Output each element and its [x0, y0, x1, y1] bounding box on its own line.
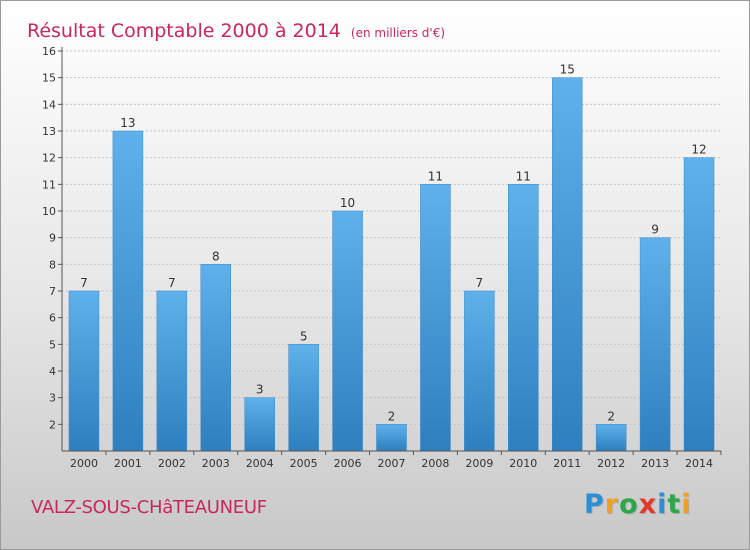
bar: [200, 264, 232, 452]
chart-title: Résultat Comptable 2000 à 2014 (en millie…: [27, 7, 445, 45]
y-tick-label: 2: [49, 418, 56, 431]
bar: [244, 397, 275, 452]
bar: [156, 290, 188, 452]
bar: [420, 184, 451, 452]
x-tick-label: 2006: [334, 457, 362, 470]
bar: [595, 424, 627, 452]
y-tick-label: 8: [49, 258, 56, 271]
y-tick-label: 7: [49, 285, 56, 298]
bar-value-label: 15: [560, 63, 575, 77]
y-tick-label: 4: [49, 365, 56, 378]
bar: [683, 157, 715, 452]
x-tick-label: 2014: [685, 457, 713, 470]
bar-value-label: 7: [80, 276, 88, 290]
y-tick-label: 12: [42, 152, 56, 165]
chart-title-main: Résultat Comptable 2000 à 2014: [27, 20, 341, 42]
x-tick-label: 2008: [421, 457, 449, 470]
bar-value-label: 2: [388, 409, 396, 423]
y-tick-label: 11: [42, 178, 56, 191]
brand-letter: r: [604, 489, 620, 520]
x-tick-label: 2004: [246, 457, 274, 470]
x-tick-label: 2012: [597, 457, 625, 470]
y-tick-label: 6: [49, 312, 56, 325]
x-tick-label: 2005: [290, 457, 318, 470]
x-tick-label: 2001: [114, 457, 142, 470]
bar: [551, 77, 583, 452]
y-tick-label: 3: [49, 392, 56, 405]
bar: [508, 184, 539, 452]
y-tick-label: 13: [42, 125, 56, 138]
y-tick-label: 9: [49, 232, 56, 245]
bar-value-label: 7: [476, 276, 484, 290]
bars: [68, 77, 715, 452]
y-tick-label: 15: [42, 72, 56, 85]
bar-value-label: 5: [300, 329, 308, 343]
y-tick-label: 10: [42, 205, 56, 218]
bar-value-label: 11: [516, 169, 531, 183]
brand-logo: Proxiti: [584, 489, 692, 520]
brand-letter: i: [657, 489, 668, 520]
bar: [376, 424, 407, 452]
x-tick-label: 2000: [70, 457, 98, 470]
bar-value-label: 3: [256, 383, 264, 397]
bar: [68, 290, 100, 452]
y-tick-label: 5: [49, 338, 56, 351]
bar-value-label: 8: [212, 249, 220, 263]
grid-lines: [62, 50, 721, 425]
brand-letter: P: [584, 489, 605, 520]
x-tick-label: 2010: [509, 457, 537, 470]
y-tick-label: 14: [42, 98, 56, 111]
brand-letter: t: [667, 489, 682, 520]
bar: [288, 344, 319, 452]
labels: 2 3 4 5 6 7 8 9 10 11 12 13 14 15 16 7 2000 13 2001 7 2002 8 2…: [42, 45, 713, 470]
brand-letter: x: [638, 489, 658, 520]
bar: [332, 210, 363, 452]
x-tick-label: 2007: [378, 457, 406, 470]
x-tick-label: 2003: [202, 457, 230, 470]
bar: [639, 237, 671, 452]
x-tick-label: 2011: [553, 457, 581, 470]
x-tick-label: 2009: [465, 457, 493, 470]
axes: [58, 47, 722, 455]
bar-value-label: 7: [168, 276, 176, 290]
x-tick-label: 2013: [641, 457, 669, 470]
bar-value-label: 11: [428, 169, 443, 183]
bar: [464, 290, 495, 452]
brand-letter: i: [681, 489, 692, 520]
brand-letter: o: [619, 489, 639, 520]
bar-value-label: 2: [607, 409, 615, 423]
bar: [112, 130, 144, 452]
commune-name: VALZ-SOUS-CHâTEAUNEUF: [31, 497, 267, 518]
bar-value-label: 13: [120, 116, 135, 130]
bar-value-label: 9: [651, 223, 659, 237]
chart-title-unit: (en milliers d'€): [350, 26, 446, 40]
y-tick-label: 16: [42, 45, 56, 58]
bar-value-label: 10: [340, 196, 355, 210]
bar-value-label: 12: [691, 143, 706, 157]
x-tick-label: 2002: [158, 457, 186, 470]
